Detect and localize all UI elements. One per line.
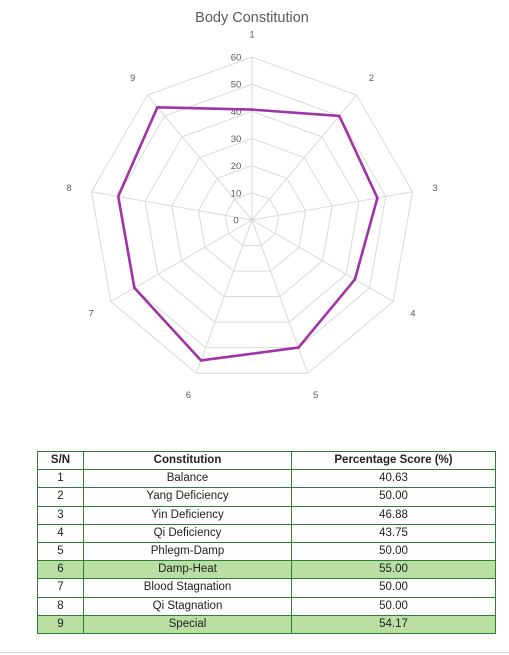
radial-tick-label: 50 [231, 80, 242, 91]
category-label: 6 [186, 390, 191, 400]
radial-tick-label: 0 [233, 216, 238, 227]
radar-svg: Body Constitution 0 10 20 30 40 50 60 1 2 3 4 5 6 7 8 9 [66, 10, 437, 400]
table-row: 9 Special 54.17 [37, 614, 496, 634]
table-row: 2 Yang Deficiency 50.00 [37, 487, 496, 507]
grid-spoke [251, 219, 394, 302]
cell-score: 46.88 [291, 505, 496, 525]
table-row: 7 Blood Stagnation 50.00 [37, 578, 496, 598]
data-point [353, 278, 357, 281]
cell-constitution: Blood Stagnation [83, 578, 292, 598]
cell-sn: 3 [37, 505, 84, 525]
series-line [116, 106, 379, 362]
grid-ring [171, 137, 333, 298]
data-point [116, 195, 120, 198]
cell-score: 50.00 [291, 541, 496, 562]
cell-score: 50.00 [291, 487, 496, 507]
category-label: 3 [432, 183, 437, 194]
radial-tick-label: 30 [231, 134, 242, 145]
cell-constitution: Qi Deficiency [83, 523, 292, 543]
radial-tick-label: 10 [231, 188, 242, 199]
grid-ring [117, 83, 387, 349]
cell-score: 55.00 [291, 560, 496, 580]
data-point [133, 286, 136, 290]
chart-title: Body Constitution [195, 10, 309, 26]
radial-tick-label: 60 [231, 53, 242, 64]
grid-spoke [195, 219, 253, 374]
header-constitution: Constitution [83, 450, 292, 471]
table-header-row: S/N Constitution Percentage Score (%) [37, 450, 496, 471]
grid-spoke [251, 191, 413, 221]
cell-sn: 5 [37, 541, 84, 562]
cell-sn: 1 [37, 469, 84, 489]
cell-sn: 9 [37, 614, 84, 634]
cell-score: 40.63 [291, 469, 496, 489]
cell-sn: 7 [37, 578, 84, 598]
grid-ring [90, 56, 414, 374]
category-label: 4 [410, 308, 415, 319]
category-label: 5 [313, 390, 318, 400]
table-row: 1 Balance 40.63 [37, 469, 496, 489]
radial-tick-label: 20 [231, 161, 242, 172]
grid-ring [197, 165, 307, 272]
cell-constitution: Phlegm-Damp [83, 541, 292, 562]
header-sn: S/N [37, 450, 84, 471]
grid-spoke [146, 94, 253, 221]
data-point [338, 114, 341, 118]
cell-constitution: Damp-Heat [83, 560, 292, 580]
cell-sn: 4 [37, 523, 84, 543]
data-point [297, 346, 300, 349]
category-label: 9 [130, 73, 135, 84]
grid-spoke [110, 219, 253, 302]
cell-score: 43.75 [291, 523, 496, 543]
grid-ring [224, 192, 280, 246]
header-percentage: Percentage Score (%) [291, 450, 496, 471]
category-label: 8 [66, 183, 71, 194]
data-point [156, 106, 159, 109]
category-label: 1 [249, 30, 254, 41]
category-label: 7 [88, 308, 93, 319]
grid-ring [144, 110, 360, 323]
cell-score: 54.17 [291, 614, 496, 634]
table-row: 3 Yin Deficiency 46.88 [37, 505, 496, 525]
table-row: 8 Qi Stagnation 50.00 [37, 596, 496, 616]
grid-spoke [91, 191, 253, 221]
data-point [250, 108, 254, 111]
cell-constitution: Yin Deficiency [83, 505, 292, 525]
cell-sn: 2 [37, 487, 84, 507]
data-point [199, 359, 203, 362]
cell-constitution: Special [83, 614, 292, 634]
cell-sn: 6 [37, 560, 84, 580]
bottom-divider [0, 652, 509, 653]
table-row: 5 Phlegm-Damp 50.00 [37, 541, 496, 562]
cell-score: 50.00 [291, 578, 496, 598]
table-row: 6 Damp-Heat 55.00 [37, 560, 496, 580]
radial-tick-label: 40 [231, 107, 242, 118]
cell-constitution: Yang Deficiency [83, 487, 292, 507]
category-label: 2 [369, 73, 374, 84]
data-point [376, 196, 379, 200]
cell-sn: 8 [37, 596, 84, 616]
cell-constitution: Balance [83, 469, 292, 489]
cell-constitution: Qi Stagnation [83, 596, 292, 616]
table-row: 4 Qi Deficiency 43.75 [37, 523, 496, 543]
radar-chart: Body Constitution 0 10 20 30 40 50 60 1 2 3 4 5 6 7 8 9 [66, 10, 437, 400]
cell-score: 50.00 [291, 596, 496, 616]
